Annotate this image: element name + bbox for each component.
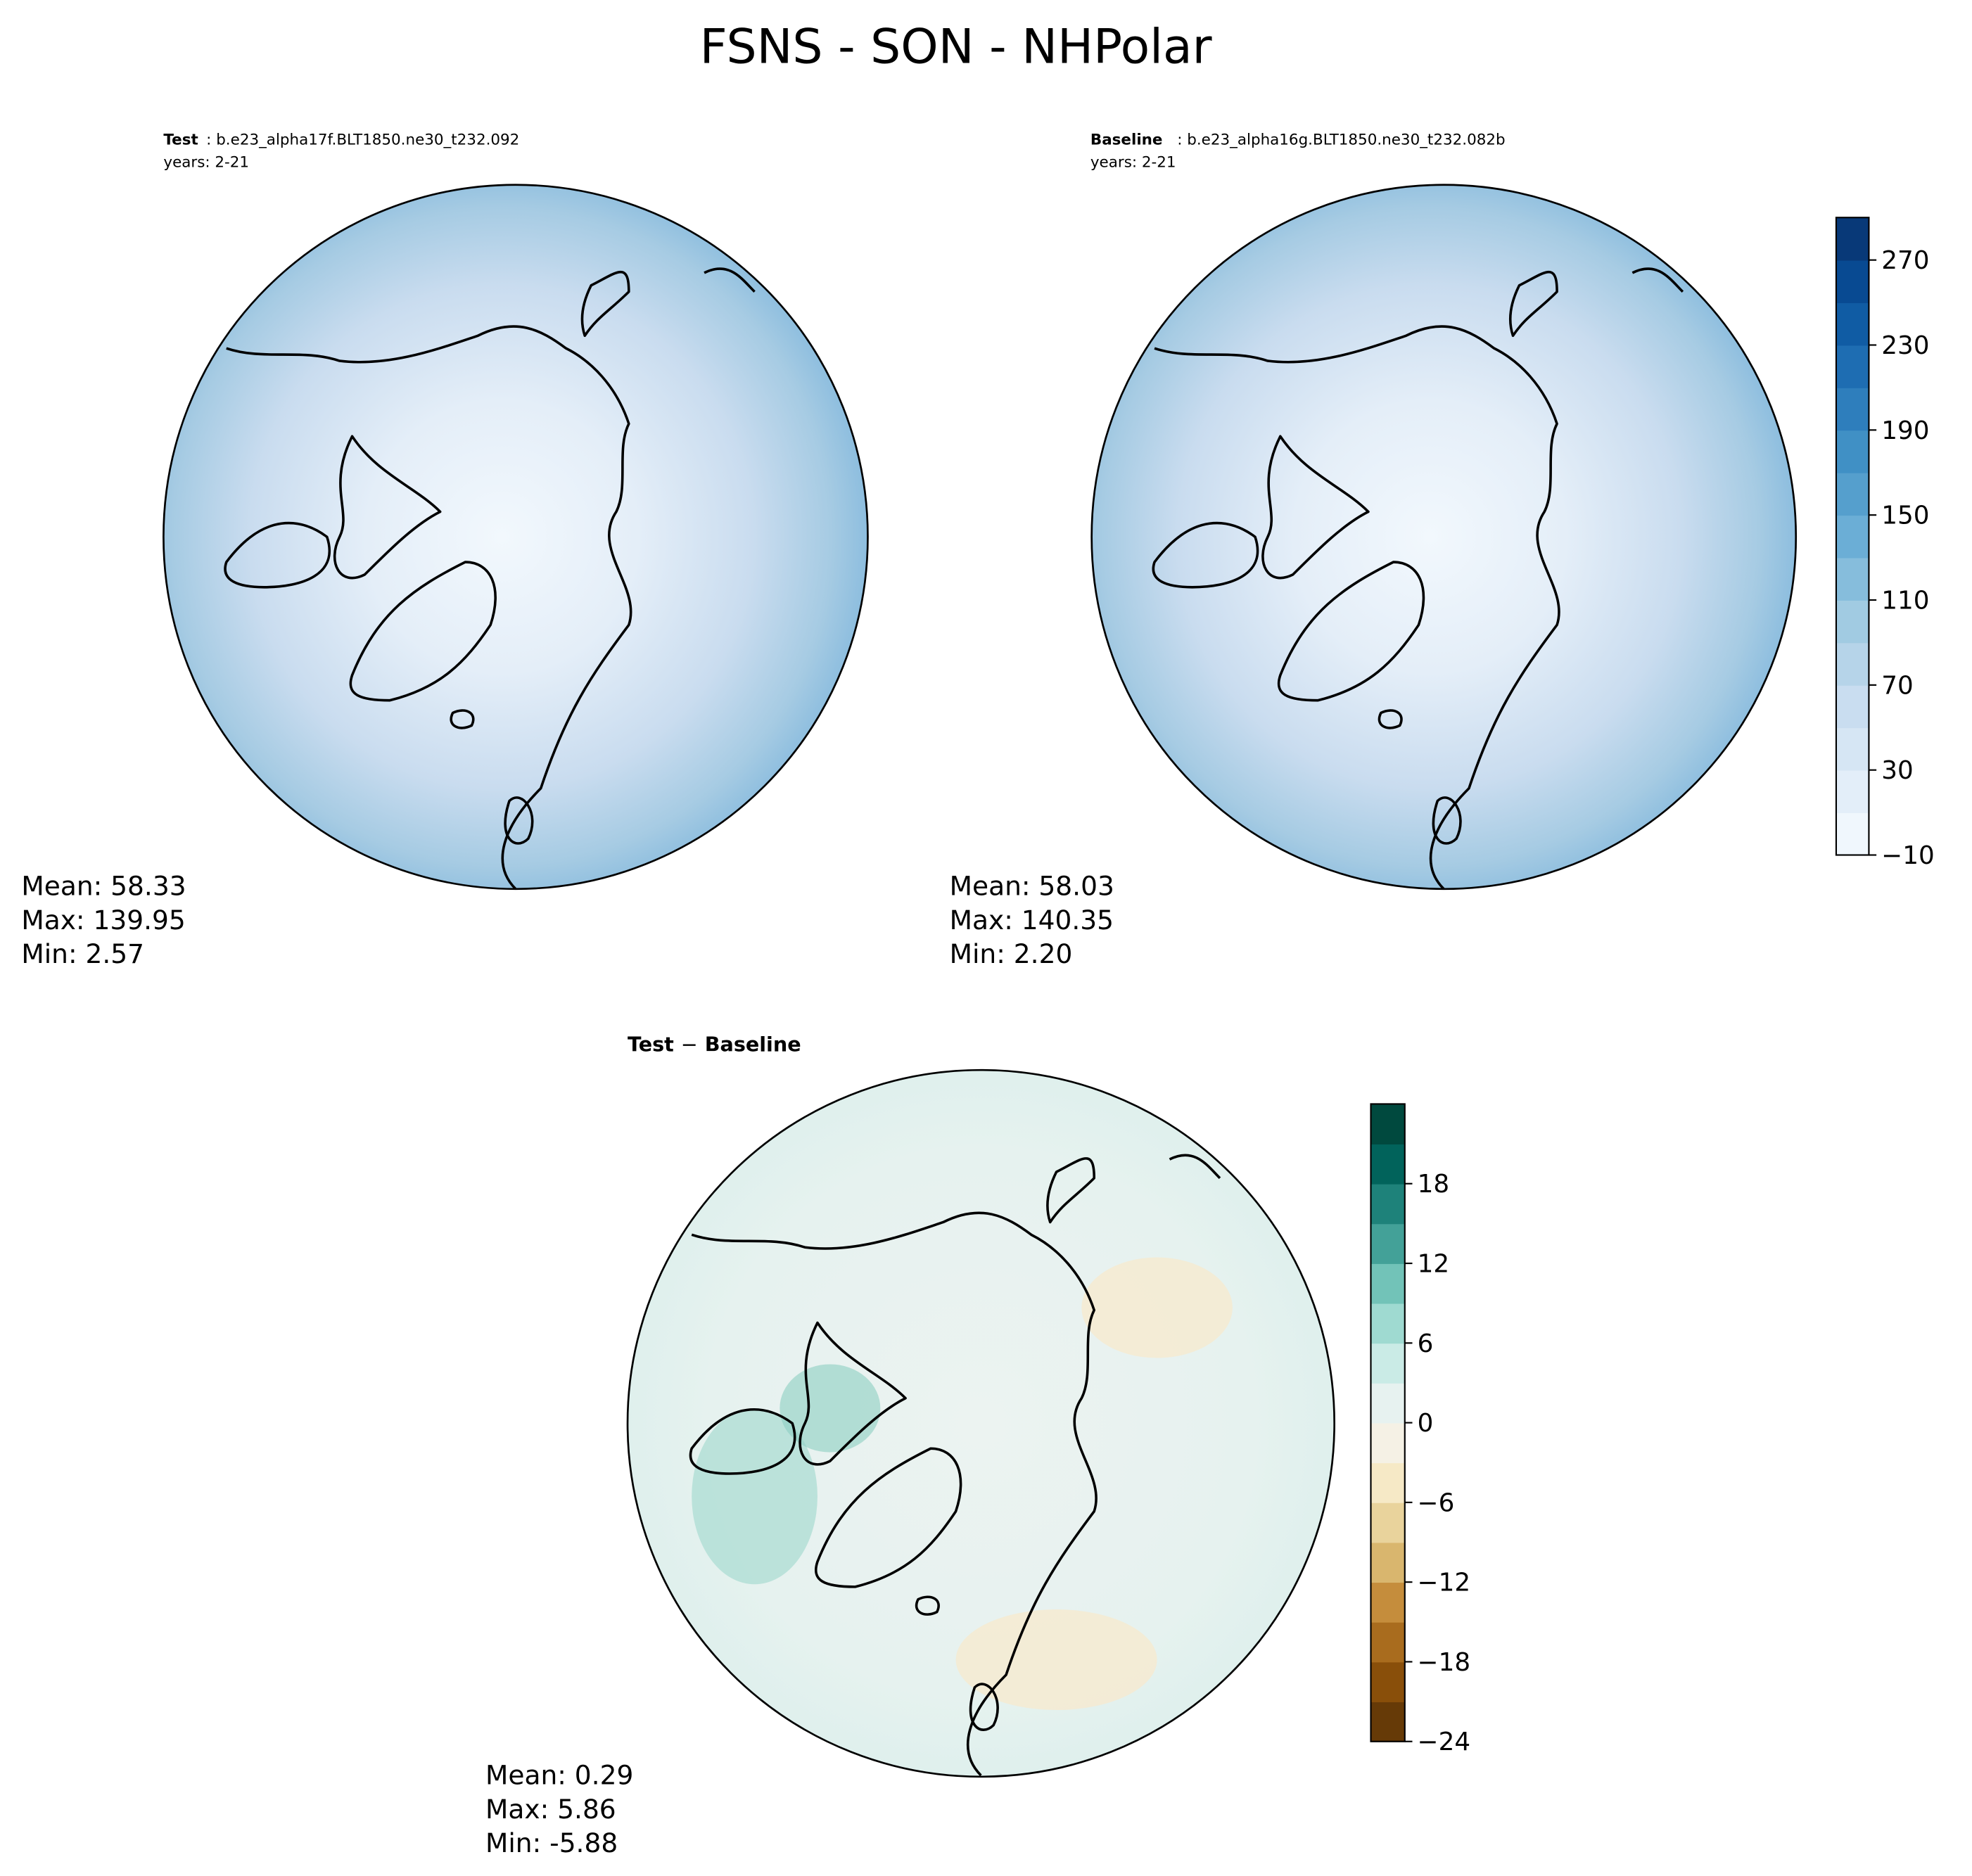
- colorbar-tick-label: −18: [1418, 1648, 1470, 1677]
- colorbar-tick-label: 150: [1881, 502, 1929, 530]
- colorbar-band: [1370, 1382, 1405, 1424]
- panel-years: years: 2-21: [1090, 154, 1176, 172]
- colorbar-frame: [1835, 217, 1870, 856]
- stat: Mean: 0.29: [485, 1760, 633, 1791]
- colorbar-tick-label: 270: [1881, 246, 1929, 275]
- panel-label: Baseline: [1090, 132, 1163, 149]
- colorbar-tick-label: −24: [1418, 1728, 1470, 1756]
- colorbar-band: [1836, 812, 1869, 856]
- colorbar-band: [1370, 1542, 1405, 1583]
- colorbar-band: [1370, 1702, 1405, 1742]
- colorbar-band: [1370, 1263, 1405, 1304]
- stat: Max: 140.35: [950, 905, 1114, 936]
- colorbar-band: [1836, 642, 1869, 686]
- colorbar-band: [1836, 727, 1869, 771]
- map-region: [1081, 1257, 1233, 1358]
- colorbar-tick-label: 190: [1881, 416, 1929, 445]
- colorbar-band: [1370, 1661, 1405, 1702]
- colorbar-band: [1370, 1343, 1405, 1384]
- map-region: [692, 1408, 818, 1585]
- stat: Min: 2.20: [950, 938, 1073, 969]
- map-plot: [163, 184, 869, 891]
- colorbar-band: [1836, 770, 1869, 813]
- colorbar-band: [1836, 472, 1869, 516]
- colorbar-band: [1370, 1104, 1405, 1144]
- colorbar-band: [1836, 557, 1869, 601]
- colorbar-band: [1370, 1582, 1405, 1623]
- colorbar-band: [1836, 387, 1869, 431]
- panel-case: : b.e23_alpha16g.BLT1850.ne30_t232.082b: [1177, 132, 1505, 149]
- stat: Max: 5.86: [485, 1794, 616, 1825]
- colorbar-band: [1836, 260, 1869, 303]
- colorbar-tick-label: 110: [1881, 587, 1929, 615]
- map-plot: [1090, 184, 1798, 891]
- colorbar-band: [1836, 600, 1869, 644]
- colorbar-tick-label: 230: [1881, 331, 1929, 360]
- figure-title: FSNS - SON - NHPolar: [700, 19, 1212, 75]
- colorbar-band: [1370, 1183, 1405, 1225]
- panel-label: Test: [163, 132, 198, 149]
- colorbar-band: [1370, 1462, 1405, 1503]
- colorbar-band: [1370, 1502, 1405, 1543]
- panel-label: Test − Baseline: [628, 1032, 801, 1056]
- colorbar-band: [1836, 302, 1869, 346]
- stat: Min: 2.57: [21, 938, 144, 969]
- colorbar-band: [1370, 1303, 1405, 1344]
- colorbar-tick-label: −10: [1881, 841, 1934, 870]
- colorbar-band: [1370, 1422, 1405, 1464]
- stat: Min: -5.88: [485, 1827, 618, 1858]
- map-region: [955, 1609, 1157, 1711]
- colorbar-tick-label: 30: [1881, 756, 1914, 785]
- colorbar-band: [1836, 217, 1869, 261]
- map-region: [780, 1364, 881, 1453]
- colorbar-tick-label: 12: [1418, 1250, 1450, 1279]
- colorbar-tick-label: −6: [1418, 1488, 1455, 1517]
- stat: Mean: 58.33: [21, 871, 186, 902]
- colorbar-tick-label: 18: [1418, 1170, 1450, 1199]
- colorbar-tick-label: −12: [1418, 1569, 1470, 1597]
- colorbar-band: [1836, 345, 1869, 388]
- colorbar-tick-label: 0: [1418, 1409, 1434, 1438]
- colorbar-band: [1370, 1223, 1405, 1264]
- colorbar-band: [1836, 684, 1869, 729]
- stat: Mean: 58.03: [950, 871, 1114, 902]
- stat: Max: 139.95: [21, 905, 185, 936]
- colorbar-band: [1836, 515, 1869, 559]
- colorbar-tick-label: 70: [1881, 671, 1914, 700]
- colorbar-tick-label: 6: [1418, 1329, 1434, 1358]
- colorbar-band: [1836, 430, 1869, 473]
- colorbar-band: [1370, 1144, 1405, 1185]
- panel-case: : b.e23_alpha17f.BLT1850.ne30_t232.092: [206, 132, 519, 149]
- colorbar-band: [1370, 1621, 1405, 1663]
- panel-years: years: 2-21: [163, 154, 249, 172]
